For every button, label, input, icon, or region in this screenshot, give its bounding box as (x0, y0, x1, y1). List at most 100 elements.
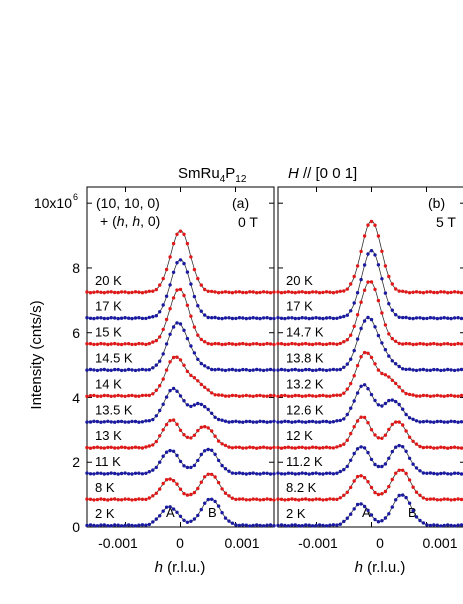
data-point (223, 368, 228, 373)
data-point (283, 419, 287, 423)
data-point (428, 497, 433, 501)
data-point (394, 471, 398, 475)
data-point (95, 524, 100, 528)
data-point (248, 419, 252, 424)
data-point (109, 420, 113, 424)
data-point (113, 394, 117, 398)
data-point (230, 342, 235, 346)
data-point (373, 362, 377, 366)
data-point (362, 234, 367, 238)
data-point (154, 388, 158, 392)
data-point (290, 368, 294, 372)
data-point (276, 497, 280, 501)
data-point (459, 523, 463, 527)
data-point (317, 472, 322, 476)
data-point (272, 393, 276, 398)
data-point (95, 290, 100, 294)
data-point (237, 420, 242, 424)
data-point (182, 363, 186, 367)
data-point (442, 342, 446, 346)
data-point (158, 487, 162, 491)
data-point (99, 394, 103, 398)
data-point (261, 368, 266, 373)
data-point (230, 471, 235, 475)
data-point (349, 282, 353, 286)
data-point (300, 368, 304, 372)
data-point (449, 342, 453, 347)
data-point (459, 393, 463, 398)
data-point (265, 394, 269, 398)
data-point (216, 480, 221, 485)
data-point (255, 420, 259, 424)
data-point (380, 436, 384, 440)
data-point (425, 497, 429, 501)
peak-label-a-B: B (208, 505, 217, 520)
data-point (227, 519, 231, 523)
data-point (137, 497, 141, 501)
data-point (421, 496, 426, 500)
data-point (297, 290, 301, 294)
data-point (140, 523, 145, 527)
data-point (251, 497, 255, 501)
data-point (345, 438, 349, 442)
data-point (328, 497, 332, 501)
data-point (213, 415, 217, 419)
data-point (394, 362, 398, 366)
data-point (449, 498, 453, 502)
data-point (439, 368, 443, 373)
data-point (387, 398, 391, 403)
data-point (106, 393, 110, 398)
data-point (248, 290, 252, 294)
data-point (387, 456, 391, 460)
data-point (314, 394, 318, 398)
data-point (171, 325, 176, 329)
data-point (144, 445, 148, 449)
data-point (182, 399, 186, 403)
data-point (418, 316, 422, 320)
data-point (178, 394, 183, 398)
data-point (279, 394, 284, 398)
data-point (175, 422, 179, 426)
data-point (442, 394, 446, 398)
data-point (418, 444, 422, 449)
data-point (390, 336, 394, 341)
data-point (328, 290, 332, 294)
data-point (126, 446, 131, 450)
data-point (154, 314, 158, 318)
data-point (404, 290, 408, 294)
data-point (126, 316, 131, 320)
data-point (106, 524, 110, 528)
data-point (151, 443, 155, 447)
data-point (355, 337, 360, 341)
data-point (185, 303, 190, 307)
data-point (355, 474, 360, 479)
data-point (432, 471, 436, 476)
data-point (161, 276, 165, 281)
data-point (394, 287, 398, 291)
data-point (355, 447, 360, 451)
data-point (147, 419, 151, 423)
data-point (261, 419, 266, 424)
data-point (414, 442, 419, 446)
data-point (185, 336, 190, 341)
data-point (373, 253, 377, 257)
data-point (421, 521, 426, 525)
data-point (251, 290, 255, 294)
data-point (342, 467, 346, 472)
peak-label-b-B: B (408, 505, 417, 520)
data-point (154, 338, 158, 343)
data-point (140, 420, 145, 424)
data-point (324, 419, 329, 424)
data-point (328, 394, 332, 398)
data-point (373, 490, 377, 495)
data-point (144, 290, 148, 294)
y-tick-labels: 0 2 4 6 8 10x10 6 (34, 192, 80, 535)
data-point (397, 341, 401, 346)
data-point (99, 497, 103, 501)
data-point (244, 419, 248, 424)
data-point (435, 472, 439, 476)
data-point (342, 340, 346, 344)
data-point (230, 496, 235, 500)
data-point (206, 472, 210, 476)
data-point (428, 471, 433, 475)
